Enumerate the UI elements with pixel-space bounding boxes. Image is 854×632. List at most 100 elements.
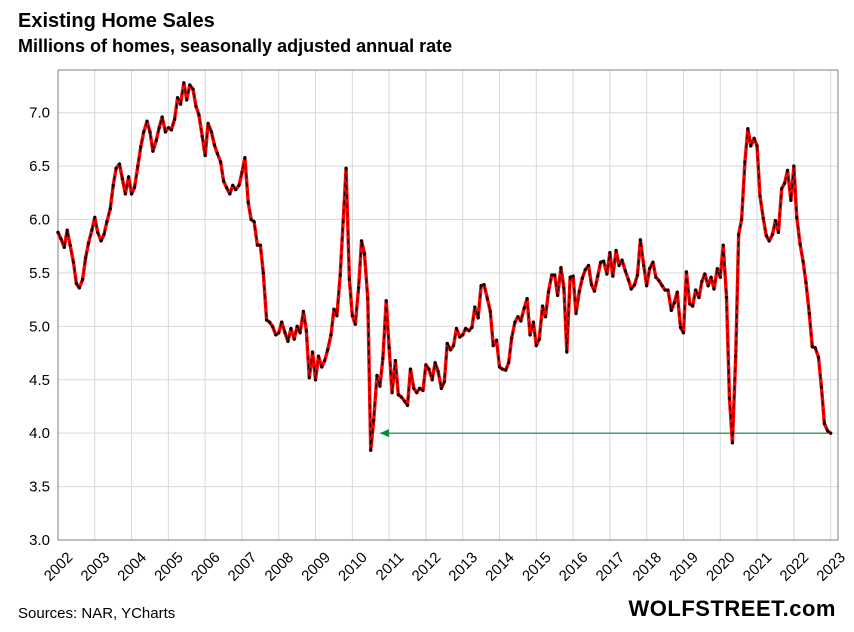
series-marker: [305, 329, 308, 332]
xtick-label: 2013: [445, 549, 481, 585]
series-marker: [378, 385, 381, 388]
series-marker: [96, 231, 99, 234]
series-marker: [553, 273, 556, 276]
series-marker: [636, 273, 639, 276]
series-marker: [584, 268, 587, 271]
series-marker: [455, 327, 458, 330]
xtick-label: 2009: [298, 549, 334, 585]
series-marker: [161, 115, 164, 118]
series-marker: [69, 244, 72, 247]
series-marker: [657, 279, 660, 282]
series-marker: [142, 130, 145, 133]
series-marker: [274, 333, 277, 336]
xtick-label: 2014: [482, 549, 518, 585]
series-marker: [201, 135, 204, 138]
series-marker: [578, 290, 581, 293]
series-marker: [633, 283, 636, 286]
series-marker: [765, 234, 768, 237]
series-marker: [403, 400, 406, 403]
series-marker: [240, 171, 243, 174]
series-marker: [63, 246, 66, 249]
series-marker: [418, 387, 421, 390]
series-marker: [709, 276, 712, 279]
series-marker: [464, 327, 467, 330]
series-marker: [308, 376, 311, 379]
xtick-label: 2018: [629, 549, 665, 585]
series-marker: [829, 432, 832, 435]
series-marker: [210, 130, 213, 133]
series-marker: [679, 326, 682, 329]
sources-text: Sources: NAR, YCharts: [18, 605, 175, 622]
series-marker: [424, 363, 427, 366]
series-marker: [75, 282, 78, 285]
series-marker: [56, 231, 59, 234]
series-marker: [602, 260, 605, 263]
series-marker: [197, 113, 200, 116]
series-marker: [814, 346, 817, 349]
xtick-label: 2020: [703, 549, 739, 585]
series-marker: [176, 96, 179, 99]
xtick-label: 2023: [813, 549, 849, 585]
ytick-label: 4.5: [29, 372, 50, 389]
series-marker: [145, 120, 148, 123]
series-marker: [666, 288, 669, 291]
series-marker: [136, 165, 139, 168]
series-marker: [375, 374, 378, 377]
series-marker: [390, 391, 393, 394]
series-marker: [707, 284, 710, 287]
series-marker: [317, 355, 320, 358]
series-marker: [262, 271, 265, 274]
xtick-label: 2005: [151, 549, 187, 585]
series-marker: [571, 275, 574, 278]
series-marker: [78, 286, 81, 289]
series-marker: [247, 201, 250, 204]
series-marker: [118, 162, 121, 165]
series-marker: [289, 327, 292, 330]
series-marker: [357, 286, 360, 289]
series-marker: [617, 264, 620, 267]
series-marker: [768, 239, 771, 242]
series-marker: [470, 326, 473, 329]
series-marker: [339, 273, 342, 276]
series-marker: [400, 395, 403, 398]
series-marker: [280, 320, 283, 323]
series-marker: [477, 316, 480, 319]
series-marker: [81, 278, 84, 281]
series-marker: [780, 187, 783, 190]
xtick-label: 2012: [409, 549, 445, 585]
series-marker: [191, 88, 194, 91]
xtick-label: 2006: [188, 549, 224, 585]
series-marker: [691, 304, 694, 307]
series-marker: [547, 291, 550, 294]
series-marker: [415, 391, 418, 394]
xtick-label: 2011: [373, 549, 408, 584]
series-marker: [507, 361, 510, 364]
series-marker: [722, 244, 725, 247]
series-line: [58, 83, 831, 450]
series-marker: [222, 179, 225, 182]
series-marker: [293, 338, 296, 341]
series-marker: [335, 314, 338, 317]
ytick-label: 7.0: [29, 105, 50, 122]
series-marker: [250, 218, 253, 221]
series-marker: [746, 127, 749, 130]
series-marker: [661, 284, 664, 287]
series-marker: [789, 199, 792, 202]
series-marker: [296, 325, 299, 328]
series-marker: [758, 194, 761, 197]
series-marker: [216, 152, 219, 155]
series-marker: [755, 144, 758, 147]
series-marker: [381, 357, 384, 360]
series-marker: [167, 126, 170, 129]
series-marker: [133, 186, 136, 189]
ytick-label: 6.0: [29, 212, 50, 229]
series-marker: [820, 386, 823, 389]
series-marker: [253, 220, 256, 223]
series-marker: [348, 278, 351, 281]
series-marker: [740, 218, 743, 221]
series-marker: [84, 256, 87, 259]
series-marker: [342, 220, 345, 223]
series-marker: [311, 350, 314, 353]
series-marker: [523, 307, 526, 310]
series-marker: [728, 396, 731, 399]
